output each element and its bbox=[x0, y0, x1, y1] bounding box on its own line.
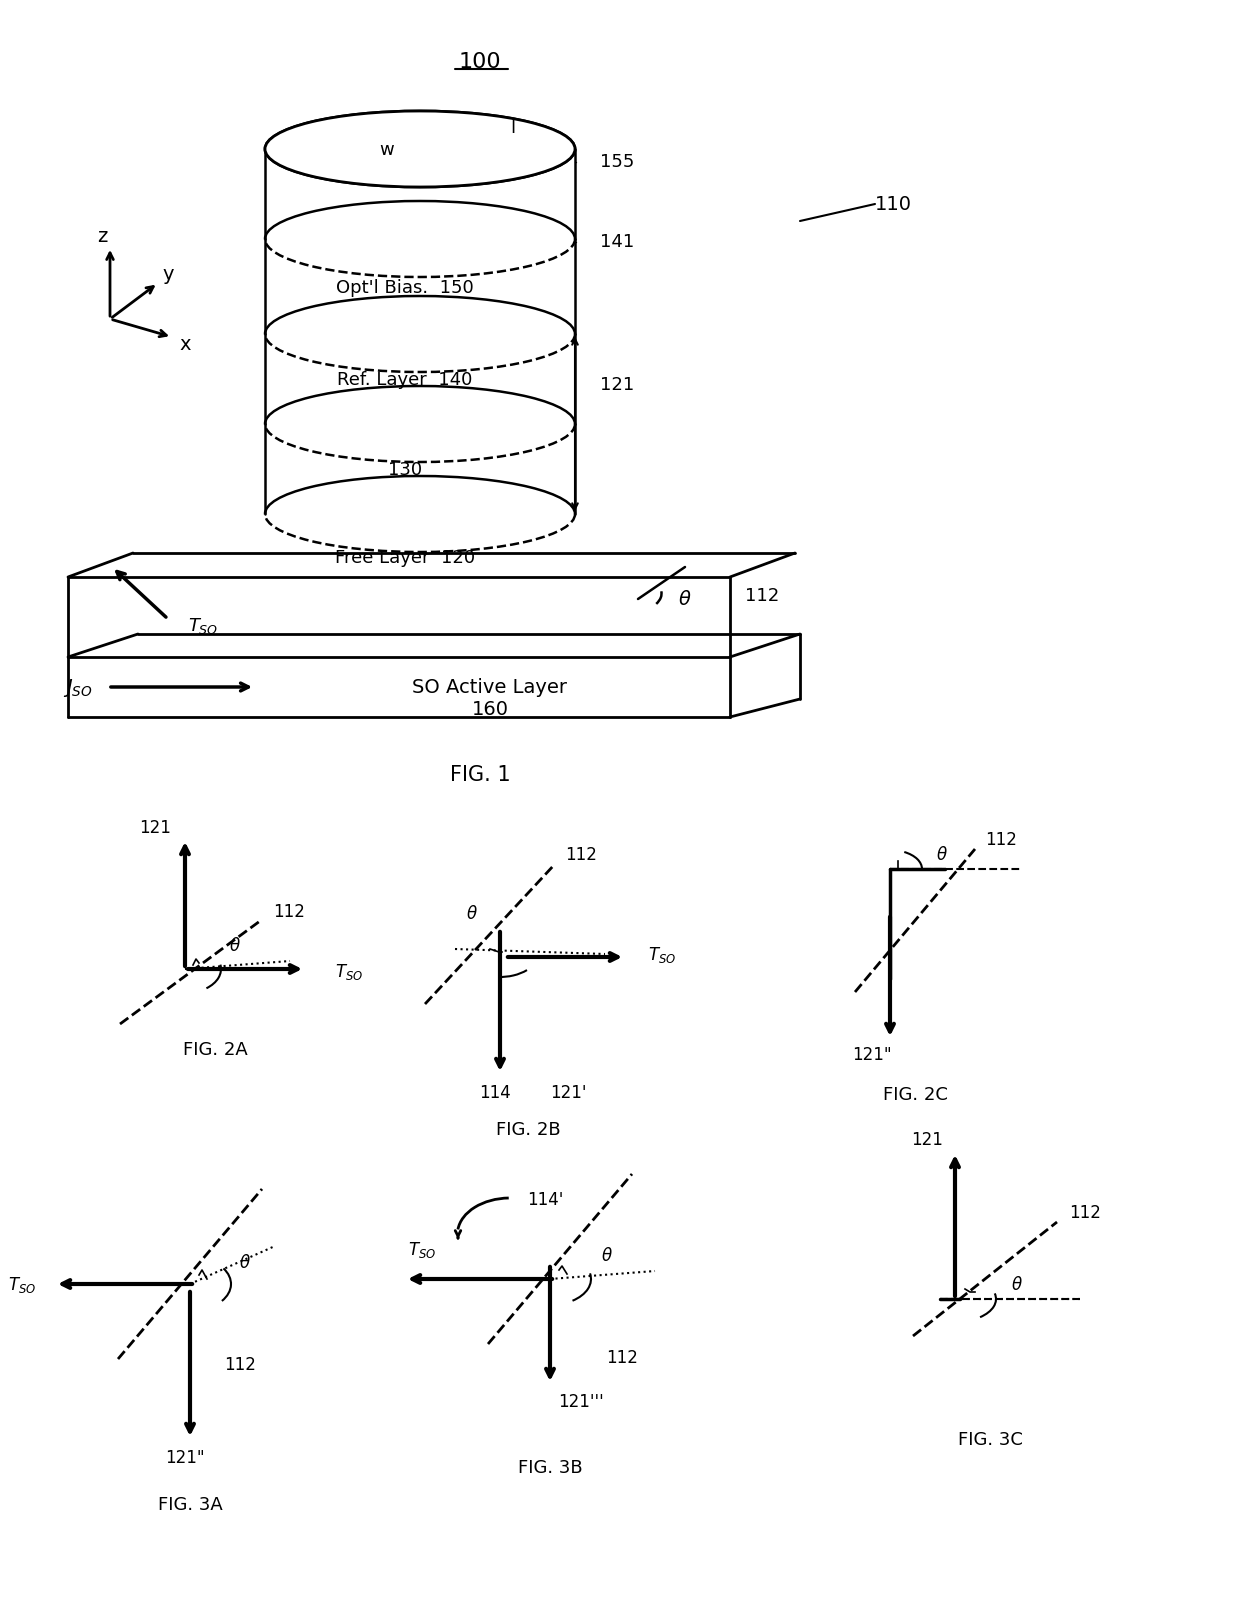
Text: 112: 112 bbox=[273, 903, 305, 921]
Text: 112: 112 bbox=[606, 1348, 637, 1366]
Text: 121": 121" bbox=[852, 1045, 892, 1064]
Text: 121: 121 bbox=[911, 1130, 942, 1149]
Text: 121: 121 bbox=[600, 376, 634, 394]
Text: 112: 112 bbox=[985, 831, 1017, 848]
Text: 141: 141 bbox=[600, 233, 634, 251]
Text: FIG. 2A: FIG. 2A bbox=[182, 1040, 247, 1059]
Text: FIG. 3B: FIG. 3B bbox=[517, 1458, 583, 1477]
Text: l: l bbox=[510, 119, 515, 137]
Text: $\theta$: $\theta$ bbox=[936, 845, 947, 863]
Text: $\theta$: $\theta$ bbox=[229, 937, 241, 955]
Text: $\theta$: $\theta$ bbox=[466, 905, 477, 922]
Text: x: x bbox=[180, 334, 191, 354]
Text: FIG. 1: FIG. 1 bbox=[450, 765, 511, 784]
Text: $T_{SO}$: $T_{SO}$ bbox=[188, 615, 218, 636]
Text: 130: 130 bbox=[388, 461, 422, 479]
Text: 112: 112 bbox=[1069, 1204, 1101, 1221]
Polygon shape bbox=[265, 424, 575, 514]
Ellipse shape bbox=[265, 112, 575, 188]
Text: $\theta$: $\theta$ bbox=[1011, 1276, 1023, 1294]
Text: Ref. Layer  140: Ref. Layer 140 bbox=[337, 371, 472, 389]
Text: Opt'l Bias.  150: Opt'l Bias. 150 bbox=[336, 280, 474, 297]
Text: 155: 155 bbox=[600, 153, 635, 170]
Text: 121: 121 bbox=[139, 818, 171, 837]
Text: $T_{SO}$: $T_{SO}$ bbox=[649, 945, 676, 964]
Text: 114': 114' bbox=[527, 1191, 563, 1208]
Text: 100: 100 bbox=[459, 51, 501, 72]
Text: $\theta$: $\theta$ bbox=[601, 1245, 613, 1265]
Text: $T_{SO}$: $T_{SO}$ bbox=[408, 1239, 436, 1260]
Text: 112: 112 bbox=[224, 1355, 255, 1372]
Text: 112: 112 bbox=[565, 845, 596, 863]
Text: w: w bbox=[379, 141, 394, 159]
Text: 160: 160 bbox=[471, 701, 508, 718]
Text: 121''': 121''' bbox=[558, 1392, 604, 1409]
Text: SO Active Layer: SO Active Layer bbox=[413, 678, 568, 697]
Text: FIG. 3A: FIG. 3A bbox=[157, 1495, 222, 1514]
Text: $\theta$: $\theta$ bbox=[239, 1253, 250, 1271]
Polygon shape bbox=[265, 239, 575, 334]
Text: $T_{SO}$: $T_{SO}$ bbox=[335, 961, 363, 982]
Text: 110: 110 bbox=[875, 196, 911, 214]
Text: z: z bbox=[97, 227, 107, 246]
Text: 121": 121" bbox=[165, 1448, 205, 1466]
Text: Free Layer  120: Free Layer 120 bbox=[335, 548, 475, 567]
Text: FIG. 2C: FIG. 2C bbox=[883, 1085, 947, 1104]
Text: $\theta$: $\theta$ bbox=[678, 590, 692, 609]
Text: $J_{SO}$: $J_{SO}$ bbox=[63, 677, 93, 699]
Text: $T_{SO}$: $T_{SO}$ bbox=[7, 1274, 36, 1294]
Polygon shape bbox=[265, 149, 575, 239]
Text: 121': 121' bbox=[549, 1083, 587, 1101]
Text: y: y bbox=[162, 264, 174, 283]
Ellipse shape bbox=[265, 112, 575, 188]
Polygon shape bbox=[265, 334, 575, 424]
Text: 112: 112 bbox=[745, 587, 779, 604]
Text: FIG. 3C: FIG. 3C bbox=[957, 1430, 1023, 1448]
Text: FIG. 2B: FIG. 2B bbox=[496, 1120, 560, 1138]
Text: 114: 114 bbox=[479, 1083, 511, 1101]
